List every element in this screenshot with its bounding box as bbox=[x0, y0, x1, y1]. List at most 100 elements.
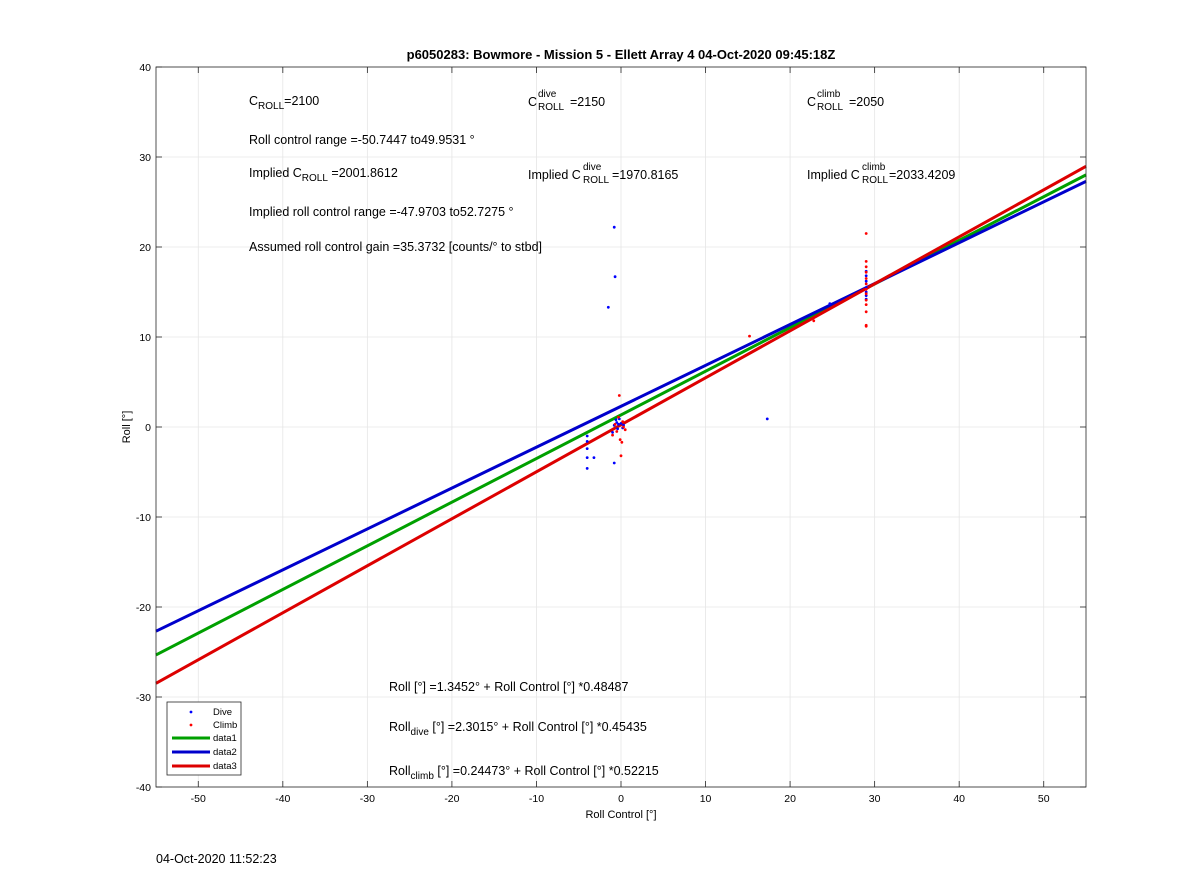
svg-text:ROLL: ROLL bbox=[817, 102, 844, 113]
point-dive bbox=[619, 422, 623, 425]
x-tick-label: 30 bbox=[869, 793, 881, 805]
point-climb bbox=[617, 415, 620, 419]
svg-text:ROLL: ROLL bbox=[538, 102, 565, 113]
svg-text:=1970.8165: =1970.8165 bbox=[612, 168, 678, 182]
svg-text:climb: climb bbox=[817, 89, 841, 100]
footer-timestamp: 04-Oct-2020 11:52:23 bbox=[156, 852, 277, 866]
point-dive bbox=[613, 275, 617, 279]
y-tick-label: 0 bbox=[145, 422, 151, 434]
svg-text:=2150: =2150 bbox=[570, 95, 605, 109]
chart-title: p6050283: Bowmore - Mission 5 - Ellett A… bbox=[407, 47, 836, 62]
legend-marker-climb bbox=[189, 723, 193, 727]
svg-text:ROLL: ROLL bbox=[862, 175, 889, 186]
svg-text:dive: dive bbox=[583, 162, 602, 173]
legend-label-data1: data1 bbox=[213, 733, 237, 744]
legend-label-dive: Dive bbox=[213, 707, 232, 718]
point-dive bbox=[617, 422, 620, 426]
x-tick-label: -50 bbox=[191, 793, 206, 805]
svg-text:climb: climb bbox=[862, 162, 886, 173]
annotation-c-roll-dive: C dive ROLL =2150 bbox=[528, 89, 605, 113]
svg-text:ROLL: ROLL bbox=[583, 175, 610, 186]
annotation-roll-control-range: Roll control range =-50.7447 to49.9531 ° bbox=[249, 133, 475, 147]
svg-text:C: C bbox=[807, 95, 816, 109]
point-climb bbox=[864, 265, 868, 269]
y-tick-label: -40 bbox=[136, 782, 151, 794]
svg-text:=2033.4209: =2033.4209 bbox=[889, 168, 955, 182]
legend: Dive Climb data1 data2 data3 bbox=[166, 701, 242, 776]
svg-text:Implied C: Implied C bbox=[807, 168, 860, 182]
point-climb bbox=[619, 454, 623, 458]
svg-text:Implied C: Implied C bbox=[528, 168, 581, 182]
annotation-implied-c-roll: Implied CROLL =2001.8612 bbox=[249, 166, 398, 184]
point-climb bbox=[864, 292, 868, 296]
x-tick-label: 20 bbox=[784, 793, 796, 805]
x-axis-label: Roll Control [°] bbox=[585, 809, 656, 821]
point-climb bbox=[864, 287, 868, 291]
point-climb bbox=[864, 232, 868, 235]
legend-label-climb: Climb bbox=[213, 720, 237, 731]
point-climb bbox=[864, 277, 868, 280]
point-climb bbox=[613, 422, 617, 426]
annotation-equation-all: Roll [°] =1.3452° + Roll Control [°] *0.… bbox=[389, 680, 628, 694]
point-climb bbox=[864, 310, 868, 314]
annotation-gain: Assumed roll control gain =35.3732 [coun… bbox=[249, 240, 542, 254]
svg-text:dive: dive bbox=[538, 89, 557, 100]
point-dive bbox=[585, 447, 589, 450]
x-tick-label: -30 bbox=[360, 793, 375, 805]
point-climb bbox=[623, 428, 627, 432]
point-dive bbox=[615, 421, 619, 424]
svg-text:C: C bbox=[528, 95, 537, 109]
point-dive bbox=[585, 434, 589, 438]
point-climb bbox=[620, 440, 624, 444]
axis-ticks: -50 -40 -30 -20 -10 0 10 20 30 40 50 -40 -30 -20 -10 0 1… bbox=[136, 62, 1086, 805]
point-dive bbox=[592, 456, 596, 459]
point-dive bbox=[585, 467, 589, 470]
fit-line-data2 bbox=[155, 180, 1087, 633]
point-climb bbox=[864, 303, 868, 306]
point-dive bbox=[611, 431, 614, 434]
legend-label-data3: data3 bbox=[213, 761, 237, 772]
y-tick-label: 30 bbox=[139, 152, 151, 164]
y-tick-label: -30 bbox=[136, 692, 151, 704]
point-climb bbox=[611, 433, 614, 437]
point-dive bbox=[585, 440, 589, 443]
y-tick-label: -10 bbox=[136, 512, 151, 524]
x-tick-label: -10 bbox=[529, 793, 544, 805]
point-climb bbox=[812, 319, 816, 323]
legend-marker-dive bbox=[189, 710, 193, 714]
y-tick-label: 10 bbox=[139, 332, 151, 344]
annotation-c-roll: CROLL=2100 bbox=[249, 94, 319, 112]
point-climb bbox=[864, 260, 868, 263]
point-dive bbox=[614, 418, 618, 422]
point-dive bbox=[606, 305, 610, 309]
point-dive bbox=[864, 274, 868, 278]
point-dive bbox=[612, 461, 616, 465]
point-climb bbox=[864, 323, 868, 327]
point-climb bbox=[617, 394, 621, 397]
annotation-implied-range: Implied roll control range =-47.9703 to5… bbox=[249, 205, 514, 219]
x-tick-label: 40 bbox=[953, 793, 965, 805]
annotation-c-roll-climb: C climb ROLL =2050 bbox=[807, 89, 884, 113]
annotation-equation-dive: Rolldive [°] =2.3015° + Roll Control [°]… bbox=[389, 720, 647, 738]
y-tick-label: 40 bbox=[139, 62, 151, 74]
point-climb bbox=[615, 430, 619, 433]
y-tick-label: -20 bbox=[136, 602, 151, 614]
point-dive bbox=[828, 302, 832, 306]
x-tick-label: 0 bbox=[618, 793, 624, 805]
point-dive bbox=[585, 456, 589, 459]
x-tick-label: 50 bbox=[1038, 793, 1050, 805]
annotation-implied-c-roll-climb: Implied C climb ROLL =2033.4209 bbox=[807, 162, 955, 186]
y-axis-label: Roll [°] bbox=[121, 411, 133, 444]
point-dive bbox=[765, 417, 769, 421]
point-climb bbox=[864, 270, 868, 274]
annotation-equation-climb: Rollclimb [°] =0.24473° + Roll Control [… bbox=[389, 764, 659, 782]
x-tick-label: -20 bbox=[444, 793, 459, 805]
y-tick-label: 20 bbox=[139, 242, 151, 254]
point-climb bbox=[618, 438, 622, 441]
point-climb bbox=[864, 282, 868, 286]
x-tick-label: 10 bbox=[700, 793, 712, 805]
x-tick-label: -40 bbox=[275, 793, 290, 805]
annotation-implied-c-roll-dive: Implied C dive ROLL =1970.8165 bbox=[528, 162, 678, 186]
point-dive bbox=[864, 279, 868, 283]
